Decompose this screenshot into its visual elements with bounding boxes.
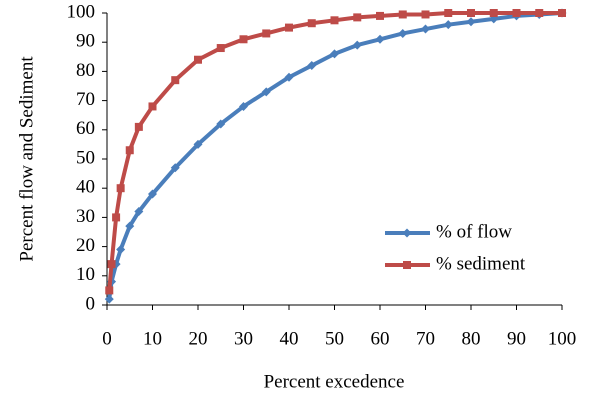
x-tick-label: 60	[371, 328, 390, 349]
marker	[216, 119, 226, 129]
marker	[330, 16, 339, 25]
marker	[558, 9, 566, 17]
marker	[535, 9, 544, 17]
marker	[194, 55, 202, 64]
marker	[398, 10, 407, 19]
marker	[216, 44, 225, 53]
y-tick-label: 10	[76, 264, 95, 285]
x-tick-label: 30	[234, 328, 253, 349]
x-tick-label: 50	[325, 328, 344, 349]
marker	[285, 23, 293, 32]
marker	[307, 61, 317, 71]
marker	[170, 163, 180, 173]
marker	[112, 213, 121, 222]
marker	[402, 228, 412, 238]
marker	[421, 24, 430, 34]
marker	[104, 294, 114, 304]
y-tick-label: 40	[76, 177, 95, 198]
marker	[105, 286, 114, 295]
y-tick-label: 90	[76, 31, 95, 52]
x-tick-label: 70	[416, 328, 435, 349]
y-tick-label: 50	[76, 147, 95, 168]
marker	[352, 40, 362, 50]
x-tick-label: 100	[548, 328, 577, 349]
marker	[376, 11, 384, 20]
marker	[512, 9, 521, 17]
marker	[125, 146, 134, 155]
marker	[467, 9, 475, 17]
marker	[239, 101, 248, 111]
marker	[353, 13, 362, 22]
marker	[171, 76, 180, 85]
y-tick-label: 70	[76, 89, 95, 110]
marker	[125, 221, 135, 231]
marker	[489, 9, 498, 17]
x-tick-label: 40	[280, 328, 299, 349]
marker	[107, 260, 116, 269]
y-tick-label: 0	[86, 293, 96, 314]
x-tick-label: 90	[507, 328, 526, 349]
x-tick-label: 80	[462, 328, 481, 349]
y-tick-label: 20	[76, 235, 95, 256]
legend-label: % sediment	[436, 253, 526, 274]
marker	[116, 245, 126, 255]
marker	[134, 122, 143, 131]
marker	[261, 87, 271, 97]
y-tick-label: 100	[67, 1, 96, 22]
x-tick-label: 20	[189, 328, 208, 349]
marker	[134, 207, 144, 217]
x-tick-label: 0	[102, 328, 112, 349]
marker	[466, 17, 476, 27]
y-tick-label: 80	[76, 60, 95, 81]
marker	[148, 189, 157, 199]
y-tick-label: 30	[76, 206, 95, 227]
marker	[239, 35, 248, 44]
marker	[375, 34, 385, 44]
marker	[330, 49, 339, 59]
marker	[116, 184, 125, 193]
marker	[398, 28, 408, 38]
marker	[262, 29, 271, 38]
marker	[443, 20, 453, 30]
marker	[193, 139, 203, 149]
marker	[284, 72, 294, 82]
x-tick-label: 10	[143, 328, 162, 349]
y-tick-label: 60	[76, 118, 95, 139]
y-axis-label: Percent flow and Sediment	[16, 56, 37, 262]
marker	[444, 9, 453, 17]
x-axis-label: Percent excedence	[264, 371, 405, 392]
legend-label: % of flow	[436, 221, 512, 242]
marker	[148, 102, 157, 111]
marker	[403, 261, 411, 269]
marker	[307, 19, 316, 28]
marker	[421, 10, 430, 19]
